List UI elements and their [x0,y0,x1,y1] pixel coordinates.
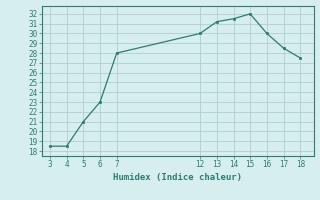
X-axis label: Humidex (Indice chaleur): Humidex (Indice chaleur) [113,173,242,182]
